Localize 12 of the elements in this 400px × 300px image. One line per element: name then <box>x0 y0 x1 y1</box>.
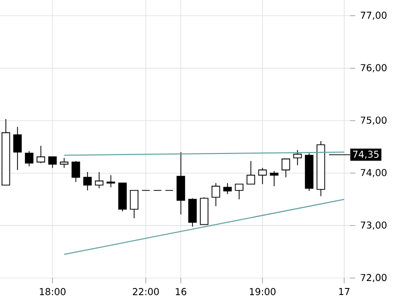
ref-line-label: 74,35 <box>353 150 379 159</box>
y-tick-label: 74,00 <box>360 169 387 178</box>
y-tick-label: 73,00 <box>360 221 387 230</box>
y-tick-label: 75,00 <box>360 116 387 125</box>
y-tick-label: 72,00 <box>360 274 387 282</box>
y-tick-label: 76,00 <box>360 64 387 72</box>
x-tick-label: 18:00 <box>40 288 66 296</box>
x-tick-label: 17 <box>339 288 350 295</box>
x-tick-label: 22:00 <box>132 288 159 296</box>
x-tick-label: 16 <box>176 288 186 296</box>
x-tick-label: 19:00 <box>250 288 276 296</box>
y-tick-label: 77,00 <box>360 12 387 20</box>
